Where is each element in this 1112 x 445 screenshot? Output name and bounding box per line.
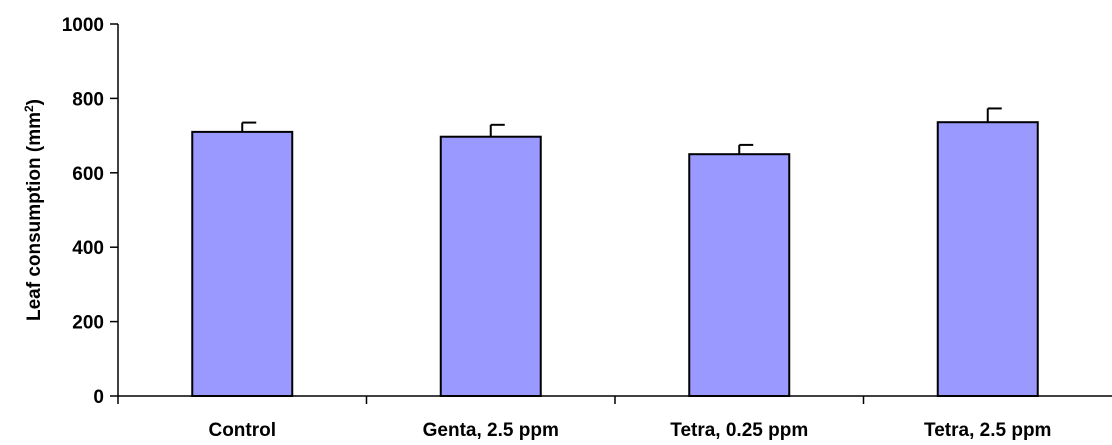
y-tick-label: 200 [72, 313, 104, 334]
y-tick-label: 800 [72, 89, 104, 110]
plot-area: 0 200 400 600 800 1000 Control Genta, 2.5 ppm Te… [62, 15, 1112, 441]
bar [936, 121, 1039, 397]
y-axis-title-main: Leaf consumption (mm [24, 112, 45, 321]
x-tick-label: Control [208, 420, 276, 441]
x-tick-label: Tetra, 0.25 ppm [670, 420, 808, 441]
svg-text:Leaf consumption (mm2): Leaf consumption (mm2) [22, 99, 45, 321]
y-tick-label: 400 [72, 238, 104, 259]
y-axis-title-close: ) [24, 99, 45, 105]
y-axis-title: Leaf consumption (mm2) [22, 99, 45, 321]
y-tick-label: 0 [93, 387, 104, 408]
y-tick-label: 1000 [62, 15, 104, 36]
y-axis-title-superscript: 2 [22, 105, 36, 112]
bar [191, 130, 294, 397]
x-tick-label: Genta, 2.5 ppm [423, 420, 559, 441]
bar [439, 135, 542, 397]
bar [688, 153, 791, 397]
x-tick-label: Tetra, 2.5 ppm [924, 420, 1051, 441]
y-tick-label: 600 [72, 164, 104, 185]
